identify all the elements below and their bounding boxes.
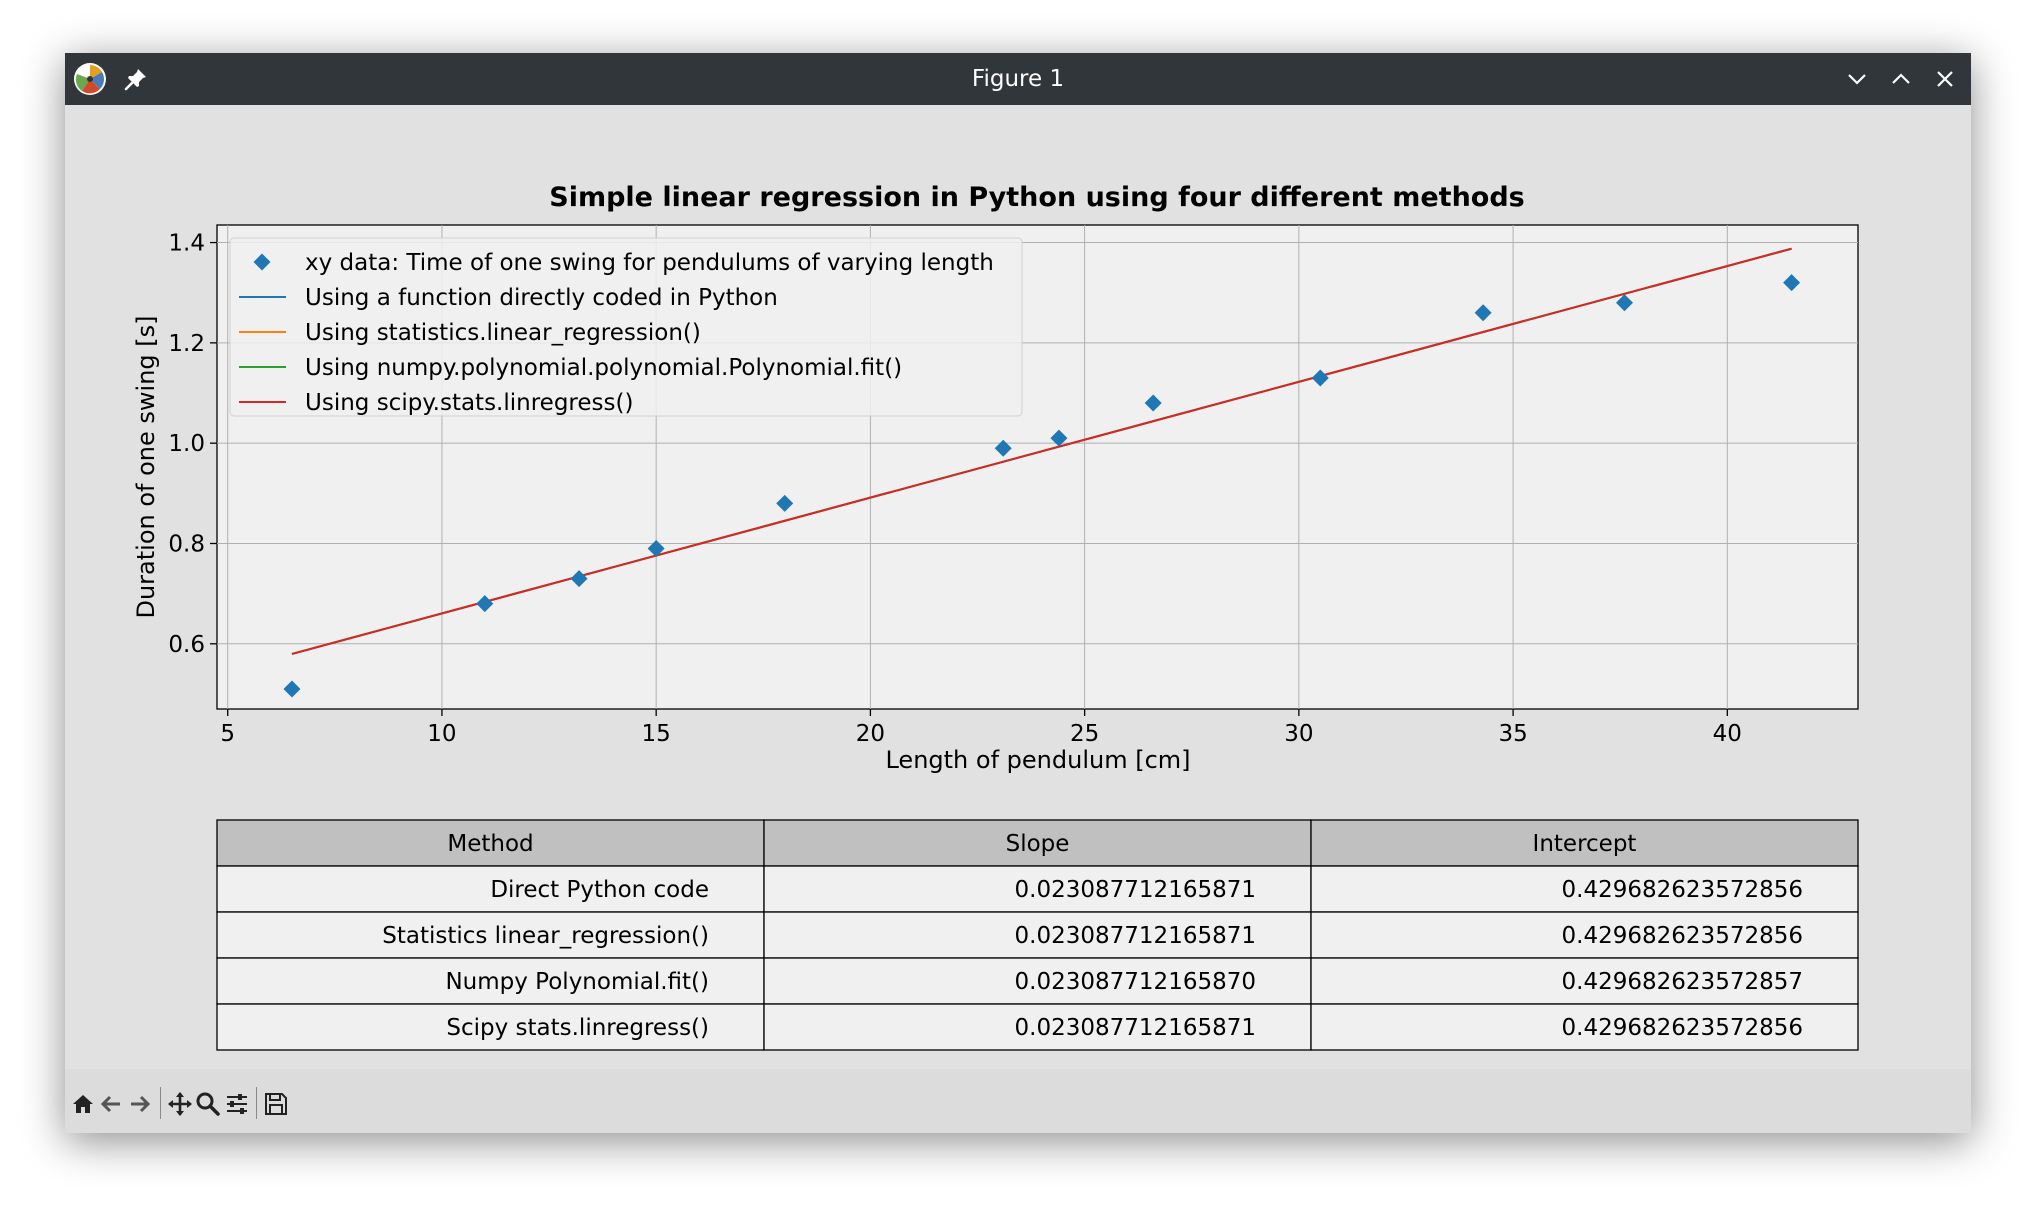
y-tick-label: 1.0 (168, 431, 205, 457)
y-axis-ticks: 0.6 0.8 1.0 1.2 1.4 (168, 231, 217, 658)
table-cell-value: Scipy stats.linregress() (446, 1015, 709, 1041)
data-point (647, 540, 665, 558)
table-header-label: Slope (1006, 831, 1070, 857)
figure-canvas: Simple linear regression in Python using… (132, 182, 1859, 1051)
results-table: Method Slope Intercept Direct Python code 0.… (216, 819, 1859, 1051)
table-cell (1310, 865, 1859, 913)
close-icon[interactable] (1931, 65, 1959, 93)
x-tick-label: 30 (1284, 721, 1313, 747)
legend-entry: Using numpy.polynomial.polynomial.Polyno… (305, 355, 902, 381)
y-tick-label: 0.6 (168, 632, 205, 658)
data-point (994, 439, 1012, 457)
data-point (283, 680, 301, 698)
y-tick-label: 1.2 (168, 331, 205, 357)
table-cell-value: 0.023087712165870 (1015, 969, 1256, 995)
zoom-icon[interactable] (195, 1091, 221, 1117)
navigation-toolbar (65, 1069, 1971, 1133)
save-icon[interactable] (263, 1091, 289, 1117)
table-cell (1310, 957, 1859, 1005)
table-header-cell (1310, 819, 1859, 867)
table-header-label: Intercept (1533, 831, 1637, 857)
y-axis-label: Duration of one swing [s] (132, 315, 160, 618)
y-tick-label: 0.8 (168, 531, 205, 557)
x-axis-label: Length of pendulum [cm] (885, 746, 1190, 774)
table-header-label: Method (447, 831, 533, 857)
data-point (570, 570, 588, 588)
data-point (1615, 294, 1633, 312)
table-cell-value: Statistics linear_regression() (382, 923, 709, 949)
back-arrow-icon[interactable] (98, 1091, 124, 1117)
legend-entry: Using statistics.linear_regression() (305, 320, 701, 346)
figure-window: Figure 1 Simple linear regression in Pyt… (65, 53, 1971, 1133)
y-tick-label: 1.4 (168, 231, 205, 257)
x-tick-label: 15 (642, 721, 671, 747)
toolbar-separator (256, 1087, 257, 1119)
x-tick-label: 5 (220, 721, 235, 747)
toolbar-separator (160, 1087, 161, 1119)
table-cell (763, 1003, 1312, 1051)
table-cell (763, 957, 1312, 1005)
window-title: Figure 1 (971, 66, 1065, 92)
table-cell-value: 0.429682623572856 (1562, 923, 1803, 949)
regression-line (291, 247, 1792, 655)
table-cell (763, 865, 1312, 913)
forward-arrow-icon[interactable] (127, 1091, 153, 1117)
data-point (476, 595, 494, 613)
table-cell-value: 0.429682623572856 (1562, 877, 1803, 903)
legend-entry: Using scipy.stats.linregress() (305, 390, 633, 416)
table-cell-value: 0.429682623572856 (1562, 1015, 1803, 1041)
legend-entry: Using a function directly coded in Pytho… (305, 285, 778, 311)
data-point (1311, 369, 1329, 387)
table-cell (216, 911, 765, 959)
table-cell-value: 0.023087712165871 (1015, 877, 1256, 903)
table-cell (216, 865, 765, 913)
data-point (1474, 304, 1492, 322)
x-tick-label: 40 (1713, 721, 1742, 747)
legend-entry: xy data: Time of one swing for pendulums… (305, 250, 994, 276)
table-cell-value: Numpy Polynomial.fit() (445, 969, 709, 995)
x-axis-ticks: 5 10 15 20 25 30 35 40 (220, 709, 1742, 747)
configure-subplots-icon[interactable] (224, 1091, 250, 1117)
x-tick-label: 10 (427, 721, 456, 747)
x-tick-label: 35 (1498, 721, 1527, 747)
table-cell-value: Direct Python code (490, 877, 709, 903)
data-points (283, 274, 1801, 698)
data-point (1783, 274, 1801, 292)
matplotlib-app-icon (74, 63, 106, 95)
data-point (776, 494, 794, 512)
table-cell-value: 0.429682623572857 (1562, 969, 1803, 995)
table-cell-value: 0.023087712165871 (1015, 1015, 1256, 1041)
data-point (1144, 394, 1162, 412)
table-cell (216, 957, 765, 1005)
table-header-cell (763, 819, 1312, 867)
x-tick-label: 20 (856, 721, 885, 747)
title-bar: Figure 1 (65, 53, 1971, 105)
table-cell (1310, 1003, 1859, 1051)
table-cell (1310, 911, 1859, 959)
pin-icon[interactable] (123, 66, 149, 92)
minimize-icon[interactable] (1843, 65, 1871, 93)
chart-title: Simple linear regression in Python using… (549, 182, 1525, 213)
table-cell-value: 0.023087712165871 (1015, 923, 1256, 949)
legend-marker (253, 253, 271, 271)
table-header-cell (216, 819, 765, 867)
data-point (1050, 429, 1068, 447)
home-icon[interactable] (70, 1091, 96, 1117)
table-cell (216, 1003, 765, 1051)
legend-box (229, 237, 1023, 417)
x-tick-label: 25 (1070, 721, 1099, 747)
legend: xy data: Time of one swing for pendulums… (229, 237, 1023, 417)
regression-lines (291, 247, 1792, 655)
maximize-icon[interactable] (1887, 65, 1915, 93)
pan-icon[interactable] (167, 1091, 193, 1117)
